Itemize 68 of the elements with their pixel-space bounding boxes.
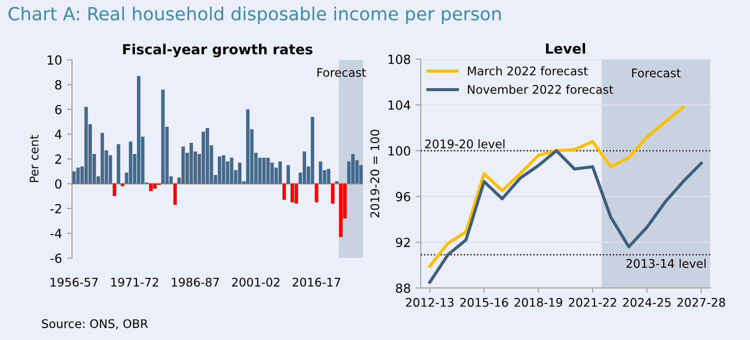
y-tick-label: -2	[50, 204, 62, 214]
y-tick-label: 100	[388, 146, 410, 156]
y-tick-label: -4	[50, 228, 62, 238]
y-tick-label: 96	[396, 192, 410, 202]
source-note: Source: ONS, OBR	[42, 319, 148, 330]
y-tick-label: 104	[388, 100, 410, 110]
bar	[246, 109, 250, 184]
bar	[326, 168, 330, 184]
bar	[302, 152, 306, 184]
bar	[335, 181, 338, 184]
bar	[161, 90, 165, 184]
y-tick-label: 108	[388, 54, 410, 64]
bar	[190, 142, 193, 184]
bar	[100, 132, 104, 184]
bar	[222, 155, 226, 184]
y-tick-label: 6	[55, 104, 62, 114]
x-tick-label: 2012-13	[406, 298, 454, 307]
bar	[282, 184, 286, 200]
annotation: Forecast	[317, 68, 366, 77]
x-tick-label: 2015-16	[460, 298, 508, 307]
bar	[290, 184, 294, 202]
bar	[202, 132, 206, 184]
bar	[278, 161, 282, 184]
bar	[153, 184, 157, 189]
legend-label: November 2022 forecast	[468, 84, 614, 94]
text: Chart A: Real household disposable income per person	[8, 6, 501, 24]
y-tick-label: 0	[55, 179, 62, 189]
bar	[318, 161, 322, 184]
bar	[206, 128, 210, 184]
bar	[294, 184, 298, 204]
bar	[149, 184, 153, 192]
x-tick-label: 2024-25	[623, 298, 671, 307]
y-tick-label: 88	[396, 283, 410, 293]
ref-line-label: 2013-14 level	[626, 258, 706, 268]
y-axis-title: Per cent	[30, 135, 39, 182]
y-tick-label: 8	[55, 80, 62, 90]
x-tick-label: 2021-22	[568, 298, 616, 307]
bar	[128, 142, 132, 184]
bar	[76, 168, 80, 184]
bar	[112, 184, 116, 196]
bar	[84, 106, 88, 184]
y-tick-label: -6	[50, 254, 62, 263]
x-tick-label: 1971-72	[111, 278, 158, 287]
bar	[181, 146, 185, 184]
x-tick-label: 2027-28	[677, 298, 726, 307]
bar	[339, 184, 342, 237]
y-axis-title: 2019-20 = 100	[370, 130, 380, 218]
bar	[238, 162, 242, 184]
y-tick-label: 10	[48, 55, 62, 65]
ref-line-label: 2019-20 level	[425, 139, 504, 148]
x-tick-label: 2001-02	[232, 278, 280, 287]
bar	[351, 154, 355, 184]
x-tick-label: 1956-57	[50, 278, 98, 287]
chart-title: Level	[546, 43, 586, 54]
y-tick-label: 4	[54, 130, 62, 139]
bar	[230, 158, 234, 184]
x-tick-label: 2016-17	[292, 278, 340, 287]
legend-label: March 2022 forecast	[468, 66, 588, 76]
bar	[136, 76, 140, 184]
annotation: Forecast	[632, 68, 681, 78]
bar	[330, 184, 334, 204]
y-tick-label: 92	[396, 238, 410, 248]
bar	[286, 165, 290, 184]
chart-title: Fiscal-year growth rates	[123, 44, 312, 58]
x-tick-label: 2018-19	[514, 298, 562, 307]
x-tick-label: 1986-87	[172, 278, 219, 287]
bar	[173, 184, 177, 205]
y-tick-label: 2	[55, 154, 62, 164]
